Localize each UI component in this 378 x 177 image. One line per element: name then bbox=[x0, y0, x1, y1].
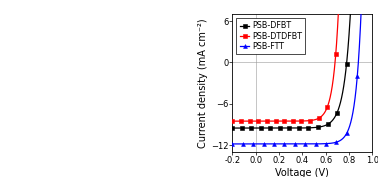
Legend: PSB-DFBT, PSB-DTDFBT, PSB-FTT: PSB-DFBT, PSB-DTDFBT, PSB-FTT bbox=[237, 18, 305, 54]
Y-axis label: Current density (mA cm⁻²): Current density (mA cm⁻²) bbox=[198, 18, 208, 148]
X-axis label: Voltage (V): Voltage (V) bbox=[276, 168, 329, 177]
